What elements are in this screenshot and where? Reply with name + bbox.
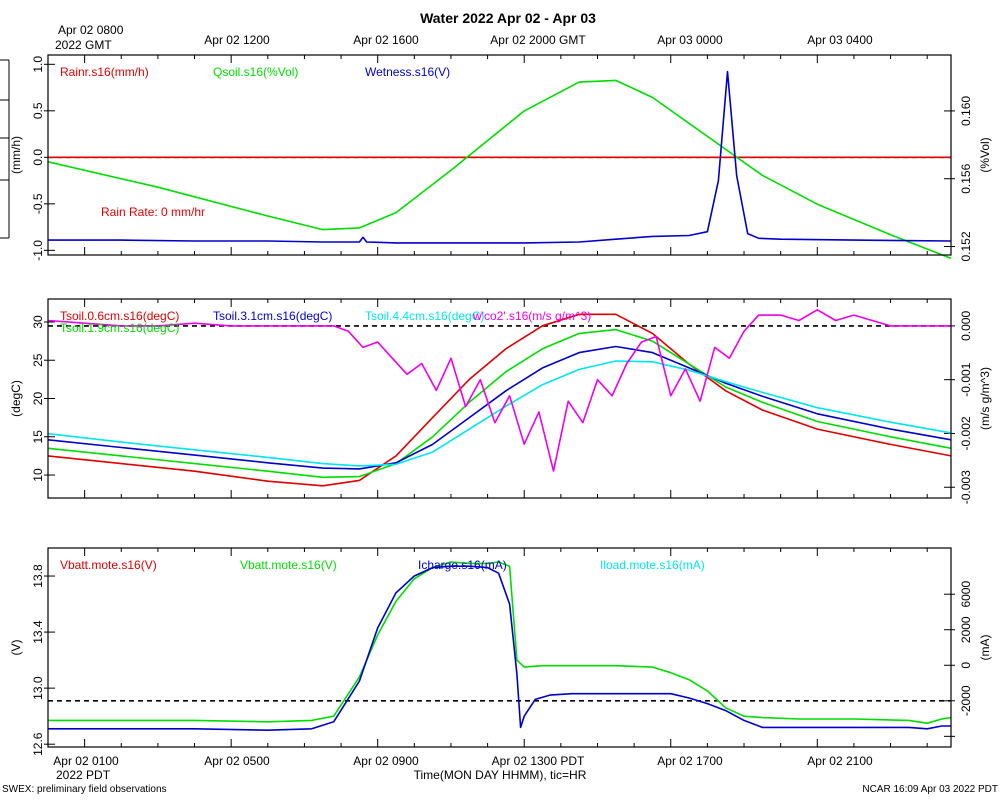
- rain-rate-annotation: Rain Rate: 0 mm/hr: [101, 205, 205, 219]
- y-tick-label-left: 1.0: [31, 56, 45, 73]
- series-line-tsoil-4-4cm-s16-degc-: [47, 360, 952, 467]
- y-axis-label-left: (mm/h): [9, 136, 23, 174]
- bottom-axis-label: Apr 02 0900: [353, 754, 419, 768]
- top-axis-first-sublabel: 2022 GMT: [55, 38, 112, 52]
- y-tick-label-left: 13.0: [31, 676, 45, 700]
- legend-item: Rainr.s16(mm/h): [60, 65, 149, 79]
- top-axis-label: Apr 03 0000: [657, 33, 723, 47]
- series-line-qsoil-s16-vol-: [47, 79, 952, 260]
- legend-item: w'co2'.s16(m/s g/m^3): [472, 309, 591, 323]
- y-tick-label-left: -1.0: [31, 240, 45, 261]
- footer-note: SWEX: preliminary field observations: [2, 784, 167, 795]
- y-tick-label-left: 15: [31, 430, 45, 444]
- y-tick-label-right: 0.000: [959, 311, 973, 341]
- legend-item: Wetness.s16(V): [365, 65, 450, 79]
- y-tick-label-left: 30: [31, 315, 45, 329]
- legend-item: Vbatt.mote.s16(V): [240, 558, 337, 572]
- y-tick-label-left: 25: [31, 353, 45, 367]
- y-tick-label-right: 0: [959, 662, 973, 669]
- y-tick-label-right: 0.160: [959, 96, 973, 126]
- series-line-icharge-s16-ma-: [48, 565, 951, 732]
- top-axis-label: Apr 02 1200: [204, 33, 270, 47]
- panel-2: 13.8 13.4 13.0 12.6 6000 2000 0 -2000 (V) (mA) Vba…: [9, 547, 992, 756]
- y-axis-label-right: (mA): [978, 635, 992, 661]
- panel-0: 1.0 0.5 0.0 -0.5 -1.0 0.160 0.156 0.152 (mm/h) (%…: [9, 54, 992, 262]
- top-axis-label: Apr 02 2000 GMT: [490, 33, 586, 47]
- y-tick-label-left: 20: [31, 392, 45, 406]
- legend-item: Qsoil.s16(%Vol): [213, 65, 298, 79]
- panel-frame: [47, 54, 952, 256]
- legend-item: Tsoil.3.1cm.s16(degC): [213, 309, 332, 323]
- y-tick-label-right: 2000: [959, 616, 973, 643]
- y-tick-label-left: -0.5: [31, 193, 45, 214]
- panel-1: 30 25 20 15 10 0.000 -0.001 -0.002 -0.003 (degC) (…: [9, 298, 992, 504]
- y-tick-label-right: 0.156: [959, 163, 973, 193]
- top-axis-first-label: Apr 02 0800: [58, 23, 124, 37]
- legend-item: Tsoil.0.6cm.s16(degC): [60, 309, 179, 323]
- series-line-tsoil-0-6cm-s16-degc-: [47, 313, 952, 487]
- y-tick-label-right: -0.001: [959, 362, 973, 396]
- y-axis-label-right: (m/s g/m^3): [978, 367, 992, 430]
- bottom-axis-label: Apr 02 2100: [807, 754, 873, 768]
- legend-item: Tsoil.4.4cm.s16(degC): [365, 309, 484, 323]
- panel-frame: [47, 298, 952, 499]
- panels: 1.0 0.5 0.0 -0.5 -1.0 0.160 0.156 0.152 (mm/h) (%…: [0, 33, 992, 768]
- chart-title: Water 2022 Apr 02 - Apr 03: [420, 10, 596, 26]
- bottom-axis-label: Apr 02 0100: [53, 754, 119, 768]
- bottom-axis-sublabel: 2022 PDT: [56, 768, 111, 782]
- y-tick-label-left: 0.0: [31, 149, 45, 166]
- y-tick-label-left: 0.5: [31, 102, 45, 119]
- y-tick-label-right: 0.152: [959, 231, 973, 261]
- top-axis-label: Apr 03 0400: [807, 33, 873, 47]
- bottom-axis-label: Apr 02 1700: [657, 754, 723, 768]
- legend-item: Vbatt.mote.s16(V): [60, 558, 157, 572]
- bottom-axis-label: Apr 02 1300 PDT: [492, 754, 585, 768]
- series-line-vbatt-mote-s16-v-: [48, 561, 952, 725]
- series-line-tsoil-3-1cm-s16-degc-: [47, 345, 952, 470]
- x-axis-label: Time(MON DAY HHMM), tic=HR: [414, 768, 587, 782]
- y-tick-label-left: 12.6: [31, 732, 45, 756]
- y-tick-label-right: 6000: [959, 581, 973, 608]
- y-tick-label-left: 13.4: [31, 620, 45, 644]
- top-axis-label: Apr 02 1600: [353, 33, 419, 47]
- legend-item: Icharge.s16(mA): [418, 558, 507, 572]
- series-line-w-co2-s16-m-s-g-m-3-: [47, 308, 951, 472]
- y-tick-label-right: -0.002: [959, 416, 973, 450]
- footer-timestamp: NCAR 16:09 Apr 03 2022 PDT: [862, 784, 998, 795]
- y-tick-label-right: -2000: [959, 685, 973, 716]
- series-line-tsoil-1-9cm-s16-degc-: [47, 328, 952, 479]
- y-axis-label-left: (degC): [9, 380, 23, 417]
- series-line-wetness-s16-v-: [48, 70, 952, 244]
- y-tick-label-left: 13.8: [31, 564, 45, 588]
- y-axis-label-right: (%Vol): [978, 137, 992, 172]
- panel-frame: [47, 547, 952, 748]
- y-tick-label-right: -0.003: [959, 470, 973, 504]
- legend-item: Iload.mote.s16(mA): [600, 558, 705, 572]
- legend-item: Tsoil.1.9cm.s16(degC): [60, 321, 179, 335]
- y-axis-label-left: (V): [9, 640, 23, 656]
- y-tick-label-left: 10: [31, 468, 45, 482]
- bottom-axis-label: Apr 02 0500: [204, 754, 270, 768]
